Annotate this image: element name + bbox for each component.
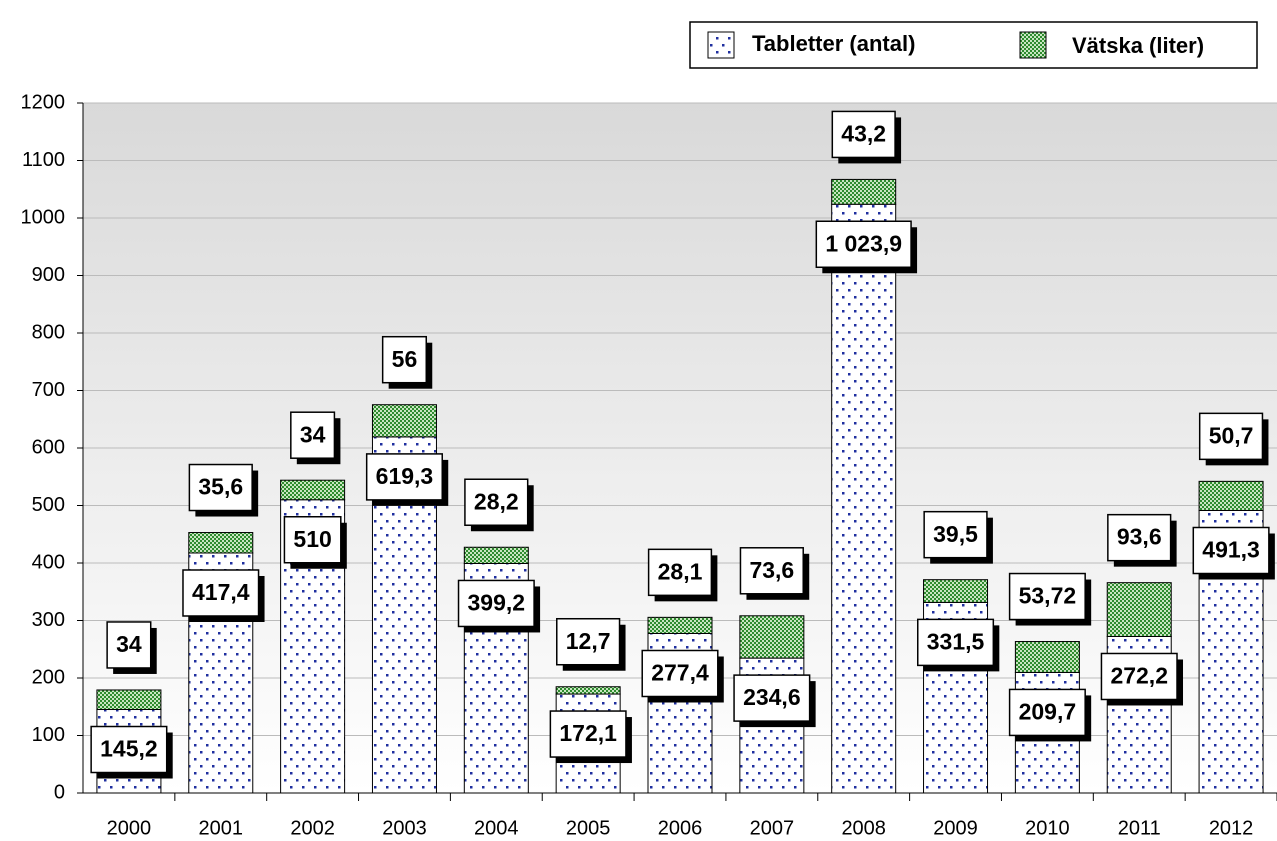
data-label: 73,6 <box>749 557 794 583</box>
bar-segment <box>188 532 254 554</box>
label-box <box>1008 688 1086 737</box>
bar-segment <box>1198 480 1264 512</box>
label-box <box>556 617 621 666</box>
legend-box <box>689 21 1258 69</box>
data-label: 277,4 <box>651 660 709 686</box>
x-tick-label: 2002 <box>290 817 335 839</box>
data-label: 209,7 <box>1019 699 1077 725</box>
data-label: 272,2 <box>1110 663 1168 689</box>
legend-swatch <box>707 31 735 59</box>
data-label: 510 <box>293 526 331 552</box>
label-box <box>464 478 529 526</box>
data-label: 39,5 <box>933 521 978 547</box>
data-label: 50,7 <box>1209 422 1254 448</box>
data-label: 331,5 <box>927 628 985 654</box>
legend: Tabletter (antal) Vätska (liter) <box>689 21 1258 69</box>
legend-swatch <box>1019 31 1047 59</box>
data-label: 491,3 <box>1202 537 1260 563</box>
x-tick-label: 2007 <box>750 817 795 839</box>
label-box <box>641 649 719 698</box>
label-box <box>457 579 535 628</box>
data-label: 12,7 <box>566 628 611 654</box>
data-label: 28,2 <box>474 488 519 514</box>
bar-segment <box>739 615 805 659</box>
label-box <box>647 548 713 597</box>
y-tick-label: 700 <box>32 379 65 401</box>
bar-segment <box>371 404 437 438</box>
legend-label: Vätska (liter) <box>1072 33 1204 58</box>
bar-segment <box>96 689 162 711</box>
label-box <box>739 547 804 595</box>
data-label: 234,6 <box>743 684 801 710</box>
bar-segment <box>463 546 529 564</box>
x-tick-label: 2009 <box>933 817 978 839</box>
data-label: 34 <box>116 631 142 657</box>
bar-segment <box>1106 582 1172 637</box>
x-tick-label: 2003 <box>382 817 427 839</box>
label-box <box>917 618 995 667</box>
bar-segment <box>831 178 897 205</box>
data-label: 35,6 <box>198 474 243 500</box>
label-box <box>923 510 988 559</box>
label-box <box>188 463 253 512</box>
data-label: 34 <box>300 421 326 447</box>
y-tick-label: 300 <box>32 609 65 631</box>
x-tick-label: 2011 <box>1118 817 1161 839</box>
x-tick-label: 2010 <box>1025 817 1070 839</box>
label-box <box>1008 572 1086 621</box>
label-box <box>549 710 627 758</box>
label-box <box>733 674 811 722</box>
y-tick-label: 0 <box>54 781 65 803</box>
x-tick-label: 2001 <box>199 817 244 839</box>
data-label: 56 <box>392 346 418 372</box>
label-box <box>106 621 152 669</box>
bar-segment <box>647 616 713 634</box>
data-label: 619,3 <box>376 463 434 489</box>
data-label: 417,4 <box>192 579 250 605</box>
bar-segment <box>280 479 346 501</box>
x-tick-label: 2006 <box>658 817 703 839</box>
label-box <box>1107 513 1172 562</box>
data-label: 145,2 <box>100 736 158 762</box>
y-tick-label: 1000 <box>21 206 66 228</box>
label-box <box>290 411 336 459</box>
label-box <box>365 453 443 501</box>
x-tick-label: 2004 <box>474 817 519 839</box>
data-label: 53,72 <box>1019 583 1077 609</box>
y-tick-label: 200 <box>32 666 65 688</box>
label-box <box>815 220 912 269</box>
legend-label: Tabletter (antal) <box>752 31 915 56</box>
label-box <box>831 110 896 159</box>
y-tick-label: 400 <box>32 551 65 573</box>
label-box <box>90 725 168 774</box>
data-label: 43,2 <box>841 120 886 146</box>
y-tick-label: 600 <box>32 436 65 458</box>
x-tick-label: 2005 <box>566 817 611 839</box>
y-tick-label: 1200 <box>21 91 66 113</box>
label-box <box>1192 526 1270 575</box>
bar-segment <box>831 203 897 794</box>
label-box <box>381 335 428 384</box>
data-label: 172,1 <box>559 720 617 746</box>
y-tick-label: 1100 <box>22 149 65 171</box>
bar-segment <box>555 686 621 695</box>
x-tick-label: 2000 <box>107 817 152 839</box>
data-label: 28,1 <box>658 558 703 584</box>
label-box <box>182 569 260 617</box>
y-tick-label: 100 <box>32 724 65 746</box>
label-box <box>283 516 342 564</box>
label-box <box>1100 652 1178 701</box>
y-tick-label: 800 <box>32 321 65 343</box>
data-label: 93,6 <box>1117 524 1162 550</box>
x-tick-label: 2012 <box>1209 817 1254 839</box>
data-label: 1 023,9 <box>825 230 902 256</box>
y-tick-label: 900 <box>32 264 65 286</box>
y-tick-label: 500 <box>32 494 65 516</box>
bar-segment <box>1014 641 1080 673</box>
bar-segment <box>923 579 989 603</box>
label-box <box>1198 412 1264 461</box>
data-label: 399,2 <box>468 590 526 616</box>
x-tick-label: 2008 <box>841 817 886 839</box>
